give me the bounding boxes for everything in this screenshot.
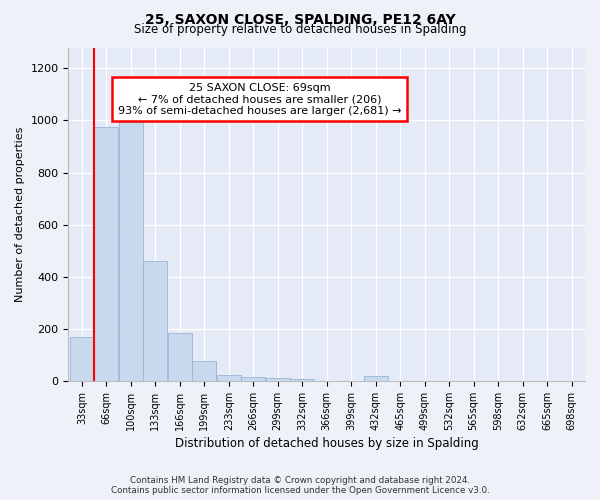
Text: 25, SAXON CLOSE, SPALDING, PE12 6AY: 25, SAXON CLOSE, SPALDING, PE12 6AY xyxy=(145,12,455,26)
Bar xyxy=(364,376,388,381)
X-axis label: Distribution of detached houses by size in Spalding: Distribution of detached houses by size … xyxy=(175,437,479,450)
Text: Contains HM Land Registry data © Crown copyright and database right 2024.
Contai: Contains HM Land Registry data © Crown c… xyxy=(110,476,490,495)
Bar xyxy=(192,362,216,381)
Bar xyxy=(70,336,94,381)
Bar xyxy=(290,379,314,381)
Bar xyxy=(119,122,143,381)
Text: 25 SAXON CLOSE: 69sqm
← 7% of detached houses are smaller (206)
93% of semi-deta: 25 SAXON CLOSE: 69sqm ← 7% of detached h… xyxy=(118,82,401,116)
Bar xyxy=(143,261,167,381)
Bar xyxy=(217,375,241,381)
Bar xyxy=(94,127,118,381)
Bar xyxy=(168,333,192,381)
Y-axis label: Number of detached properties: Number of detached properties xyxy=(15,126,25,302)
Bar xyxy=(266,378,290,381)
Bar xyxy=(241,376,265,381)
Text: Size of property relative to detached houses in Spalding: Size of property relative to detached ho… xyxy=(134,22,466,36)
